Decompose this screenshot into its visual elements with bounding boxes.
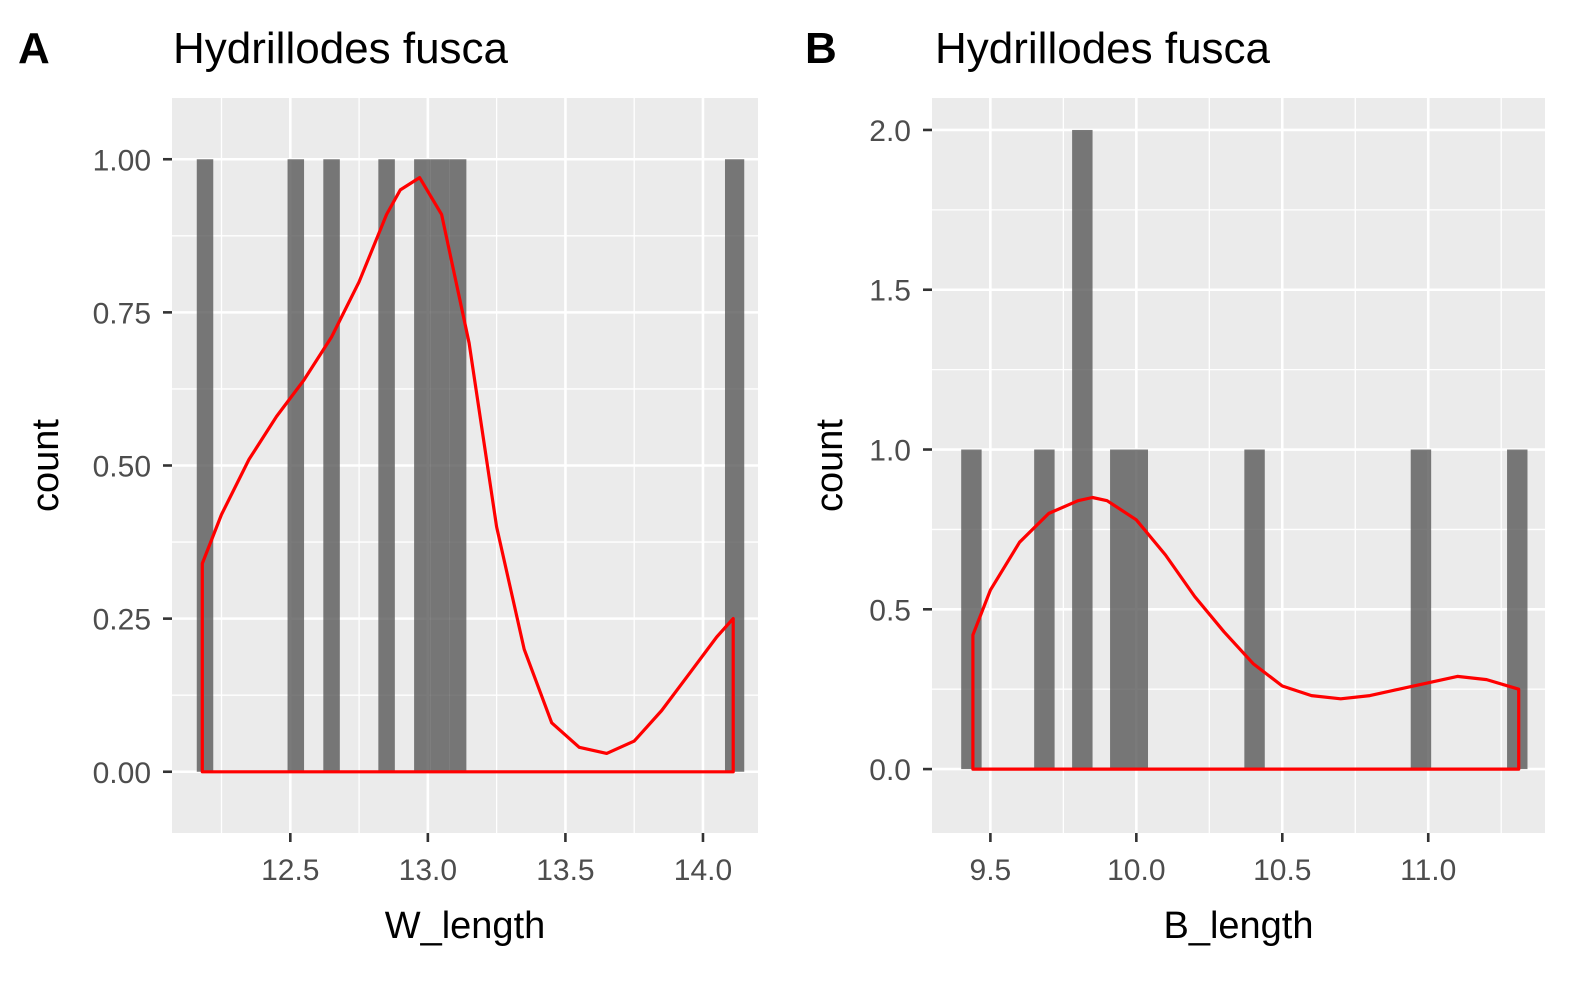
histogram-bar xyxy=(430,159,450,772)
y-axis-title: count xyxy=(25,419,67,512)
histogram-bar xyxy=(196,159,214,772)
panel-tag: B xyxy=(805,24,837,73)
y-tick-label: 1.00 xyxy=(93,144,151,177)
y-tick-label: 0.5 xyxy=(869,594,911,627)
histogram-bar xyxy=(961,449,982,770)
panel-title: Hydrillodes fusca xyxy=(173,24,509,73)
panel-title: Hydrillodes fusca xyxy=(935,24,1271,73)
density-curve xyxy=(200,176,735,774)
density-curve xyxy=(971,495,1521,771)
histogram-bar xyxy=(1110,449,1131,770)
y-axis-title: count xyxy=(809,419,851,512)
panel-b-plot-background xyxy=(932,98,1545,833)
x-axis-title: B_length xyxy=(1163,905,1313,947)
panel-a: 0.00 0.25 0.50 0.75 1.00 12.5 13.0 13.5 14.0 W_le… xyxy=(18,24,758,947)
histogram-bar xyxy=(1072,129,1093,770)
histogram-bar xyxy=(323,159,340,772)
histogram-bar xyxy=(287,159,305,772)
histogram-bar xyxy=(1410,449,1432,770)
x-tick-label: 14.0 xyxy=(674,854,732,887)
histogram-bar xyxy=(1034,449,1055,770)
histogram-bar xyxy=(724,159,745,772)
histogram-bar xyxy=(378,159,395,772)
x-tick-label: 12.5 xyxy=(261,854,319,887)
y-tick-label: 0.75 xyxy=(93,297,151,330)
y-tick-label: 0.50 xyxy=(93,451,151,484)
y-tick-label: 2.0 xyxy=(869,115,911,148)
y-tick-label: 0.0 xyxy=(869,754,911,787)
panel-b: 0.0 0.5 1.0 1.5 2.0 9.5 10.0 10.5 11.0 B_length co… xyxy=(805,24,1545,947)
histogram-bar xyxy=(414,159,431,772)
x-tick-label: 10.5 xyxy=(1253,854,1311,887)
x-tick-label: 11.0 xyxy=(1400,854,1456,887)
histogram-bar xyxy=(1130,449,1149,770)
x-tick-label: 13.0 xyxy=(399,854,457,887)
y-tick-label: 1.0 xyxy=(869,435,911,468)
x-tick-label: 13.5 xyxy=(536,854,594,887)
histogram-bar xyxy=(449,159,467,772)
histogram-bar xyxy=(1244,449,1265,770)
y-tick-label: 0.00 xyxy=(93,757,151,790)
y-tick-label: 0.25 xyxy=(93,604,151,637)
y-tick-label: 1.5 xyxy=(869,275,911,308)
histogram-bar xyxy=(1507,449,1528,770)
x-axis-title: W_length xyxy=(385,905,546,947)
panel-tag: A xyxy=(18,24,50,73)
x-tick-label: 9.5 xyxy=(970,854,1012,887)
x-tick-label: 10.0 xyxy=(1107,854,1165,887)
